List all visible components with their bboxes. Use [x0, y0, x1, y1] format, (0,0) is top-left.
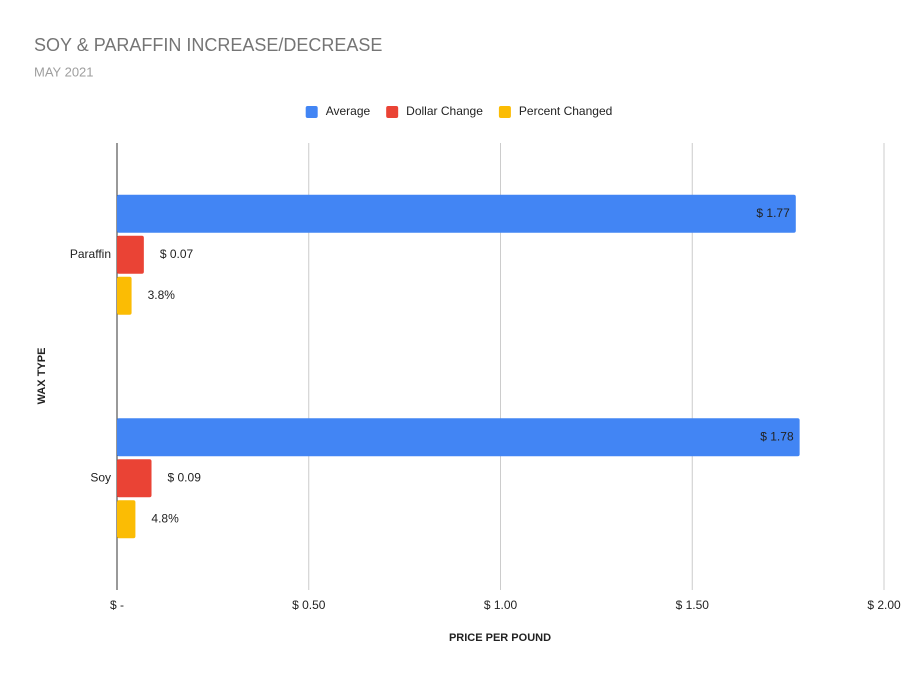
- data-label: 4.8%: [151, 511, 179, 525]
- y-tick-label: Paraffin: [70, 247, 111, 261]
- data-label: $ 0.09: [168, 470, 202, 484]
- legend-swatch: [386, 106, 399, 118]
- bar: [117, 418, 800, 457]
- legend-label: Dollar Change: [406, 104, 483, 118]
- chart-title: SOY & PARAFFIN INCREASE/DECREASE: [34, 35, 382, 55]
- x-tick-label: $ 2.00: [867, 598, 901, 612]
- bar: [117, 235, 144, 274]
- bar: [117, 459, 152, 498]
- data-label: $ 0.07: [160, 247, 194, 261]
- y-tick-label: Soy: [90, 470, 111, 484]
- x-axis-title: PRICE PER POUND: [449, 632, 551, 644]
- data-label: 3.8%: [148, 288, 176, 302]
- chart-subtitle: MAY 2021: [34, 64, 94, 79]
- bar: [117, 194, 796, 233]
- legend-label: Percent Changed: [519, 104, 612, 118]
- legend-swatch: [498, 106, 511, 118]
- x-tick-label: $ 1.00: [484, 598, 518, 612]
- legend-swatch: [305, 106, 318, 118]
- data-label: $ 1.77: [756, 206, 790, 220]
- bar: [117, 500, 136, 539]
- y-axis-title: WAX TYPE: [36, 348, 48, 405]
- bar: [117, 276, 132, 315]
- legend-label: Average: [326, 104, 371, 118]
- x-tick-label: $ 1.50: [676, 598, 710, 612]
- x-tick-label: $ -: [110, 598, 124, 612]
- data-label: $ 1.78: [760, 429, 794, 443]
- x-tick-label: $ 0.50: [292, 598, 326, 612]
